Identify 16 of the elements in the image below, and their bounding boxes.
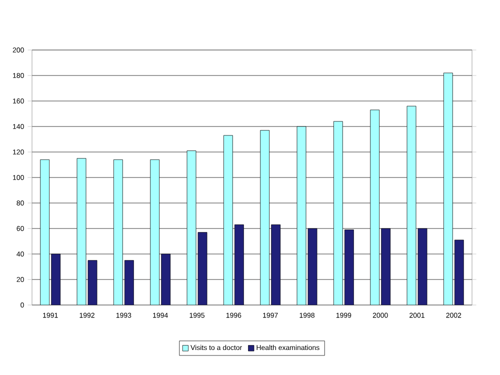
bar xyxy=(381,228,391,305)
bar xyxy=(443,72,453,305)
bar xyxy=(344,230,354,305)
bar xyxy=(51,254,61,305)
bar xyxy=(234,224,244,305)
bar xyxy=(150,159,160,305)
bar xyxy=(260,130,270,305)
bar xyxy=(40,159,50,305)
bar xyxy=(333,121,343,305)
bar xyxy=(271,224,281,305)
bar xyxy=(113,159,123,305)
bar xyxy=(223,135,233,305)
bar xyxy=(370,110,380,305)
bar xyxy=(454,240,464,305)
bar xyxy=(161,254,171,305)
bar xyxy=(124,260,134,305)
